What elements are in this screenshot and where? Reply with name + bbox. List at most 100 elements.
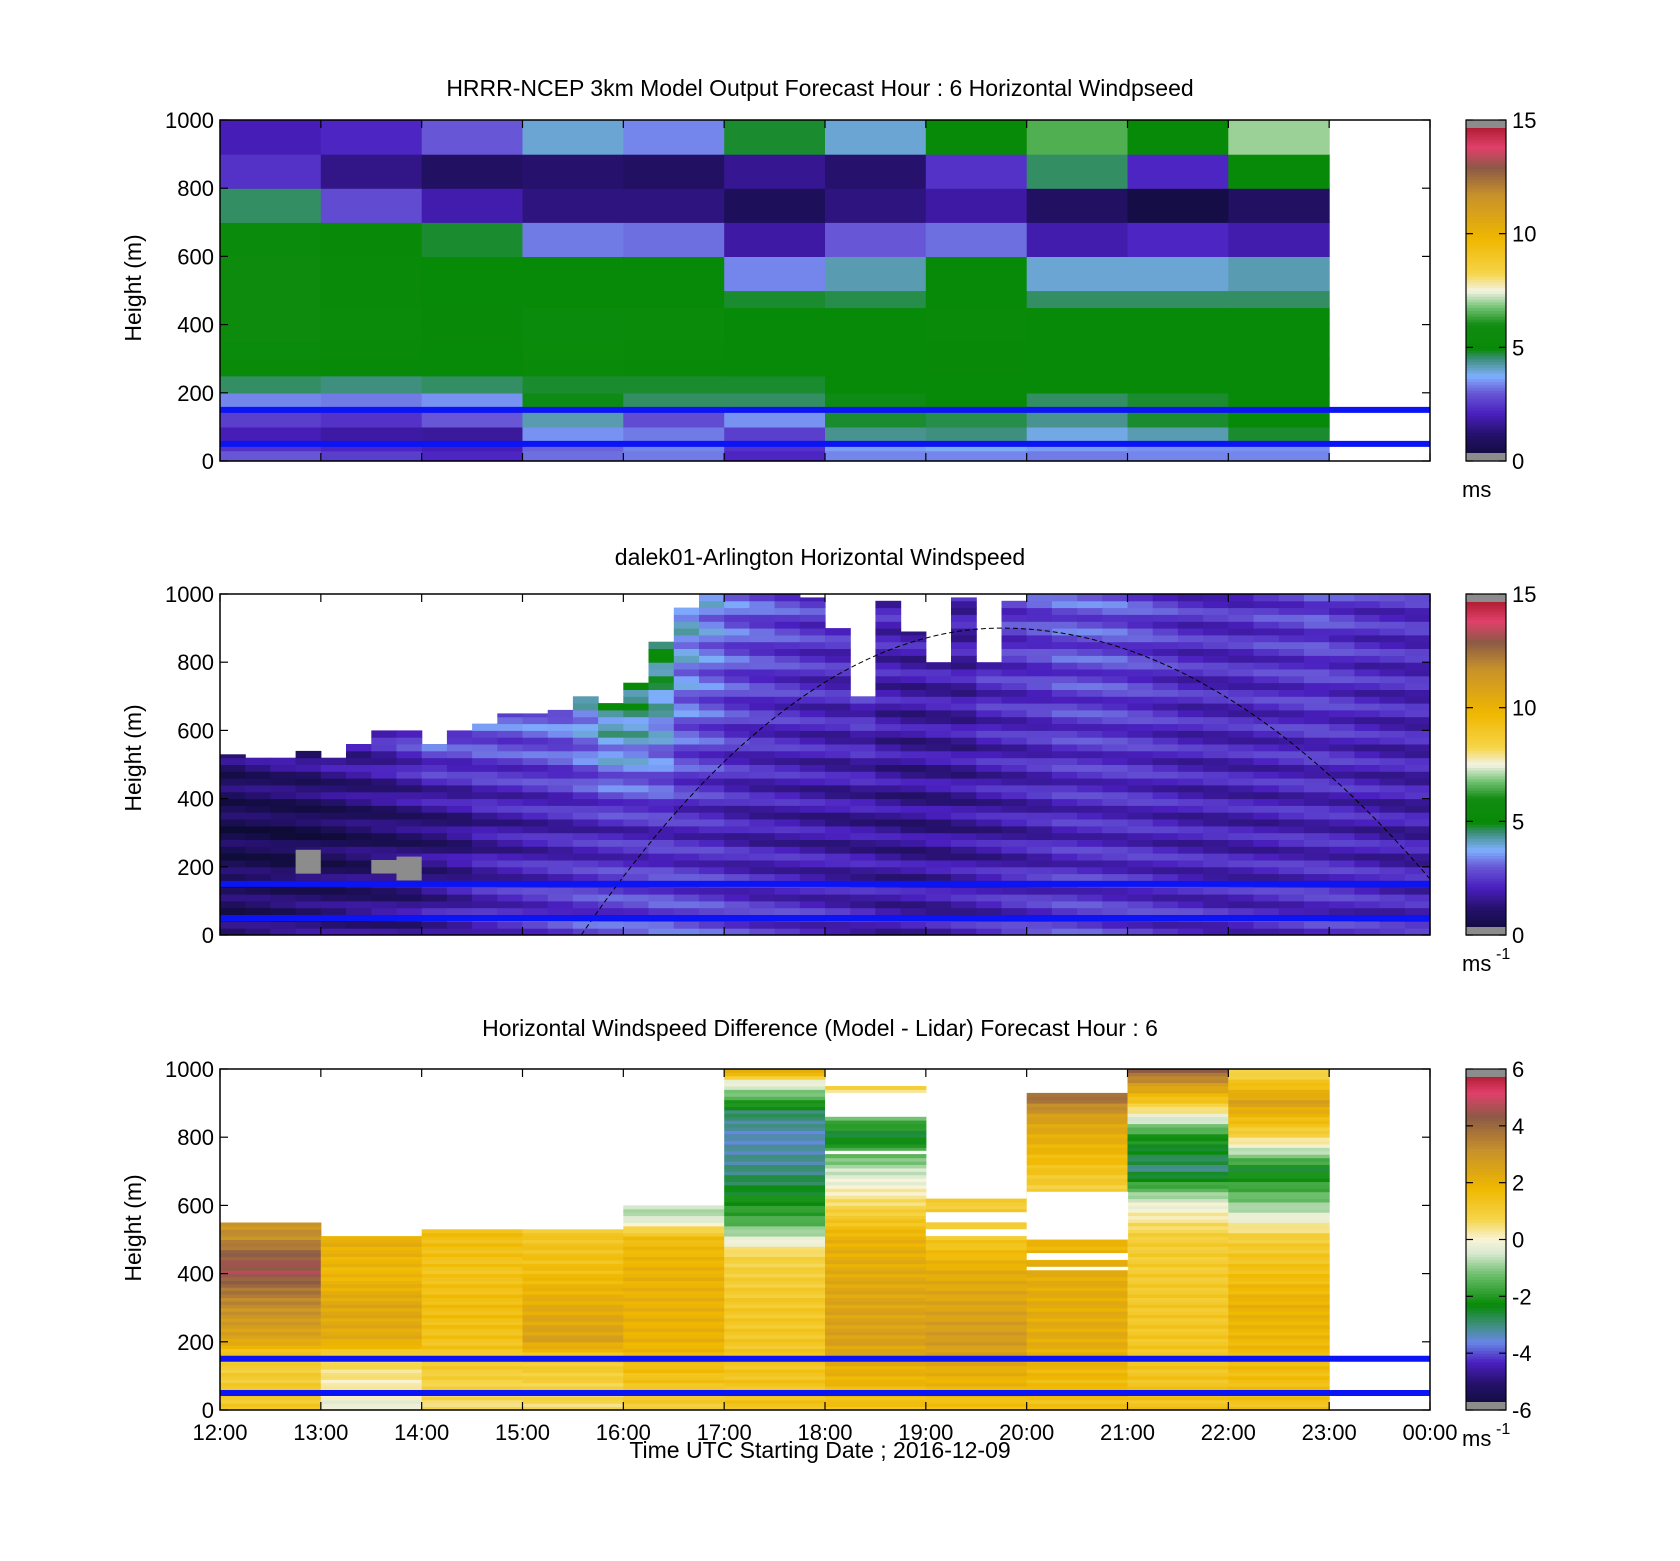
colorbar-swatch <box>1466 659 1506 663</box>
heatmap-cell <box>598 798 624 806</box>
colorbar-swatch <box>1466 1393 1506 1397</box>
heatmap-cell <box>1001 798 1028 806</box>
heatmap-cell <box>1228 757 1255 765</box>
heatmap-cell <box>522 1283 624 1288</box>
heatmap-cell <box>572 812 599 820</box>
heatmap-cell <box>572 744 599 752</box>
heatmap-cell <box>724 1188 826 1193</box>
heatmap-cell <box>1228 426 1330 445</box>
heatmap-cell <box>245 873 271 881</box>
heatmap-cell <box>825 825 851 834</box>
heatmap-cell <box>724 1369 826 1373</box>
heatmap-cell <box>522 1297 624 1302</box>
heatmap-cell <box>396 805 423 813</box>
heatmap-cell <box>699 730 725 738</box>
heatmap-cell <box>598 928 624 936</box>
heatmap-cell <box>925 290 1028 309</box>
heatmap-cell <box>1253 750 1280 759</box>
heatmap-cell <box>648 785 675 793</box>
heatmap-cell <box>220 805 246 813</box>
heatmap-cell <box>1379 594 1406 602</box>
heatmap-cell <box>1102 669 1129 677</box>
heatmap-cell <box>900 900 927 909</box>
heatmap-cell <box>497 750 524 759</box>
heatmap-cell <box>270 907 297 915</box>
heatmap-cell <box>1127 778 1154 786</box>
heatmap-cell <box>421 1352 524 1356</box>
heatmap-cell <box>825 812 851 820</box>
heatmap-cell <box>623 1304 725 1309</box>
colorbar-swatch <box>1466 855 1506 859</box>
heatmap-cell <box>976 737 1003 745</box>
heatmap-cell <box>1026 1246 1129 1251</box>
heatmap-cell <box>799 723 826 731</box>
colorbar-swatch <box>1466 1262 1506 1266</box>
heatmap-cell <box>1354 655 1381 663</box>
heatmap-cell <box>925 1379 1028 1384</box>
heatmap-cell <box>1228 1133 1330 1138</box>
colorbar-swatch <box>1466 1287 1506 1292</box>
heatmap-cell <box>1253 798 1280 806</box>
colorbar-swatch <box>1466 1239 1506 1243</box>
heatmap-cell <box>1077 778 1103 786</box>
heatmap-cell <box>724 307 826 326</box>
heatmap-cell <box>522 1239 624 1244</box>
heatmap-cell <box>774 907 801 915</box>
y-tick-label: 200 <box>177 1330 214 1355</box>
heatmap-cell <box>648 853 675 861</box>
colorbar-swatch <box>1466 1321 1506 1326</box>
heatmap-cell <box>1026 669 1053 677</box>
heatmap-cell <box>875 655 902 663</box>
y-tick-label: 200 <box>177 855 214 880</box>
heatmap-cell <box>220 894 246 902</box>
heatmap-cell <box>522 1311 624 1315</box>
heatmap-cell <box>320 785 347 793</box>
heatmap-cell <box>1001 655 1028 663</box>
heatmap-cell <box>623 426 725 445</box>
colorbar-swatch <box>1466 341 1506 345</box>
heatmap-cell <box>547 764 574 772</box>
heatmap-cell <box>320 1311 423 1315</box>
heatmap-cell <box>522 1287 624 1292</box>
heatmap-cell <box>724 1307 826 1312</box>
heatmap-cell <box>976 805 1003 813</box>
heatmap-cell <box>1203 825 1229 834</box>
heatmap-cell <box>1001 675 1028 684</box>
heatmap-cell <box>1026 675 1053 684</box>
heatmap-cell <box>1329 744 1355 752</box>
heatmap-cell <box>1228 1164 1330 1169</box>
heatmap-cell <box>976 662 1003 670</box>
heatmap-cell <box>1228 1287 1330 1292</box>
heatmap-cell <box>850 928 876 936</box>
heatmap-cell <box>1001 894 1028 902</box>
heatmap-cell <box>522 812 549 820</box>
colorbar-frame <box>1465 119 1507 462</box>
heatmap-cell <box>825 1283 927 1288</box>
heatmap-cell <box>976 839 1003 847</box>
heatmap-cell <box>320 866 347 875</box>
heatmap-cell <box>1203 669 1229 677</box>
heatmap-cell <box>1001 791 1028 800</box>
heatmap-cell <box>1228 921 1255 929</box>
heatmap-cell <box>598 778 624 786</box>
colorbar-swatch <box>1466 670 1506 675</box>
heatmap-cell <box>951 675 977 684</box>
colorbar-swatch <box>1466 421 1506 425</box>
heatmap-cell <box>623 832 650 840</box>
missing-cell <box>295 849 321 874</box>
heatmap-cell <box>1051 703 1078 711</box>
heatmap-cell <box>522 1379 624 1384</box>
heatmap-cell <box>825 805 851 813</box>
heatmap-cell <box>421 290 524 309</box>
heatmap-cell <box>1026 655 1053 663</box>
heatmap-cell <box>749 689 776 697</box>
heatmap-cell <box>850 839 876 847</box>
heatmap-cell <box>1404 737 1431 745</box>
heatmap-cell <box>1379 894 1406 902</box>
heatmap-cell <box>925 928 952 936</box>
colorbar-swatch <box>1466 736 1506 740</box>
heatmap-cell <box>925 1321 1028 1326</box>
heatmap-cell <box>1102 730 1129 738</box>
heatmap-cell <box>1354 750 1381 759</box>
heatmap-cell <box>951 757 977 765</box>
